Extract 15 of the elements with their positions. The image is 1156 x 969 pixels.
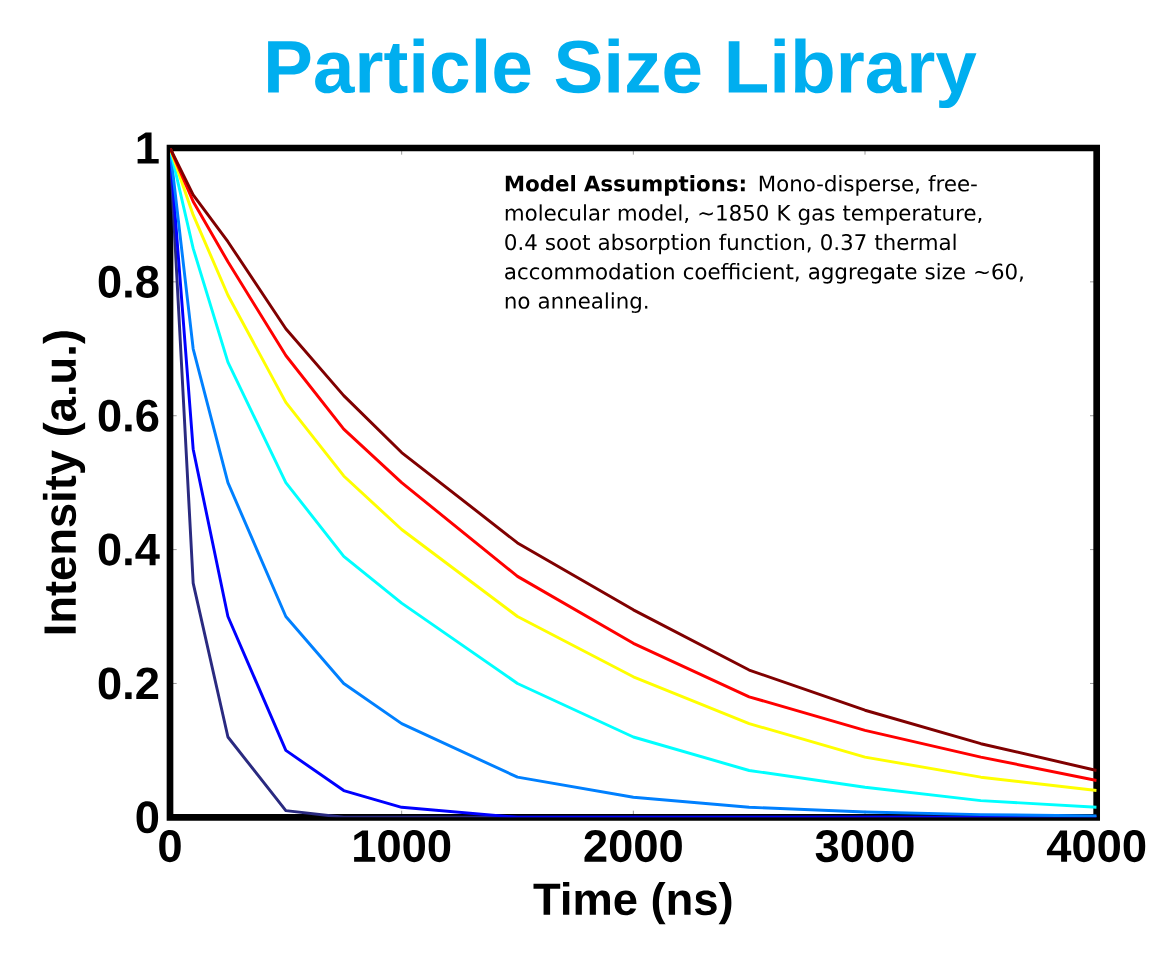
y-tick-label: 0.4 xyxy=(98,533,160,566)
x-tick-label: 1000 xyxy=(354,829,451,862)
y-tick-label: 0.8 xyxy=(98,265,159,298)
chart-title: Particle Size Library xyxy=(268,38,977,108)
y-axis-title: Intensity (a.u.) xyxy=(42,331,86,634)
y-tick-label: 1 xyxy=(137,132,159,164)
x-tick-label: 0 xyxy=(159,829,181,862)
y-tick-label: 0 xyxy=(136,801,159,834)
y-tick-label: 0.6 xyxy=(98,399,159,432)
y-tick-label: 0.2 xyxy=(98,667,159,700)
x-tick-label: 4000 xyxy=(1046,829,1146,862)
x-axis-title: Time (ns) xyxy=(533,881,732,925)
annotation: Model Assumptions: Mono-disperse, free-molecular model, ~1850 K gas temperature, 0.4 soot absorption function, 0.37 thermal accommodation coefficient, aggregate size ~60, no annealing. xyxy=(505,174,1023,313)
x-tick-label: 3000 xyxy=(815,829,914,863)
x-tick-label: 2000 xyxy=(584,829,682,862)
